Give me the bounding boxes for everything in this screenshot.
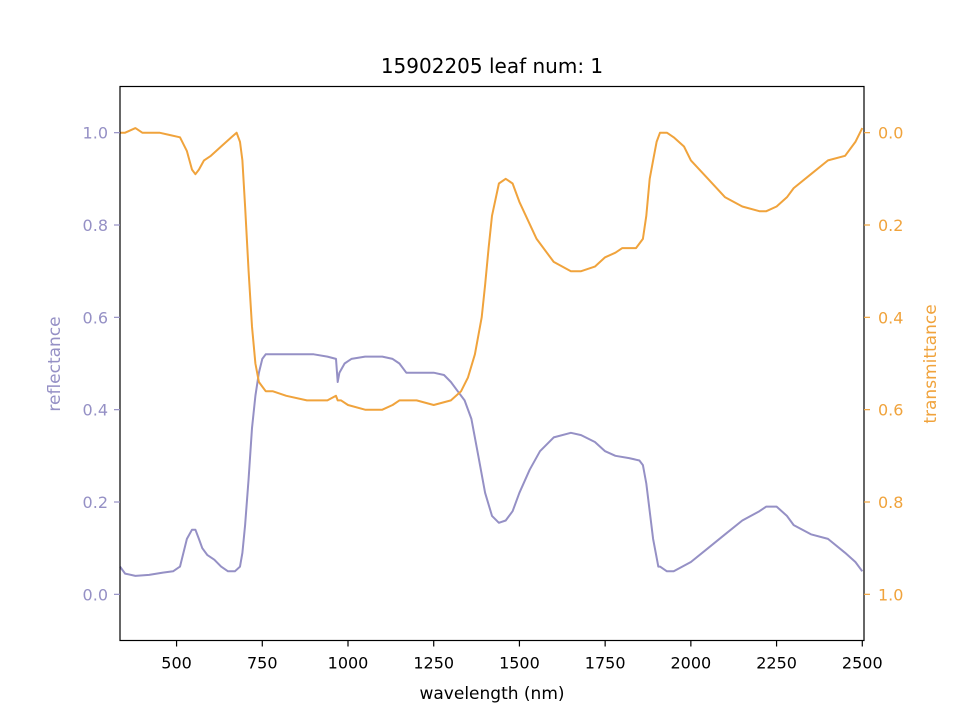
plot-frame <box>119 85 865 642</box>
x-tick-label: 1500 <box>499 654 540 673</box>
y-right-tick-label: 0.0 <box>878 124 903 143</box>
y-right-tick-label: 0.6 <box>878 401 903 420</box>
x-axis-label: wavelength (nm) <box>419 684 564 704</box>
y-left-axis: 0.0 0.2 0.4 0.6 0.8 1.0 <box>83 124 120 604</box>
x-tick-label: 1250 <box>413 654 454 673</box>
x-tick-label: 500 <box>161 654 192 673</box>
y-left-tick-label: 0.8 <box>83 216 108 235</box>
y-left-tick-label: 0.4 <box>83 401 108 420</box>
series-layer <box>119 127 864 577</box>
transmittance-line <box>120 127 864 411</box>
y-left-tick-label: 0.0 <box>83 585 108 604</box>
y-right-tick-label: 1.0 <box>878 585 903 604</box>
y-right-axis: 0.0 0.2 0.4 0.6 0.8 1.0 <box>864 124 903 604</box>
y-left-tick-label: 0.2 <box>83 493 108 512</box>
x-tick-label: 1750 <box>585 654 626 673</box>
y-right-tick-label: 0.2 <box>878 216 903 235</box>
x-tick-label: 2250 <box>756 654 797 673</box>
x-axis: 500 750 1000 1250 1500 1750 2000 2250 2500 <box>161 640 883 673</box>
x-tick-label: 1000 <box>328 654 369 673</box>
y-left-axis-label: reflectance <box>45 316 65 411</box>
y-left-tick-label: 0.6 <box>83 308 108 327</box>
y-right-axis-label: transmittance <box>921 304 941 423</box>
x-tick-label: 2000 <box>670 654 711 673</box>
x-tick-label: 750 <box>247 654 278 673</box>
y-right-tick-label: 0.8 <box>878 493 903 512</box>
reflectance-line <box>119 353 864 577</box>
x-tick-label: 2500 <box>842 654 883 673</box>
y-left-tick-label: 1.0 <box>83 124 108 143</box>
y-right-tick-label: 0.4 <box>878 308 903 327</box>
chart-title: 15902205 leaf num: 1 <box>381 54 603 78</box>
